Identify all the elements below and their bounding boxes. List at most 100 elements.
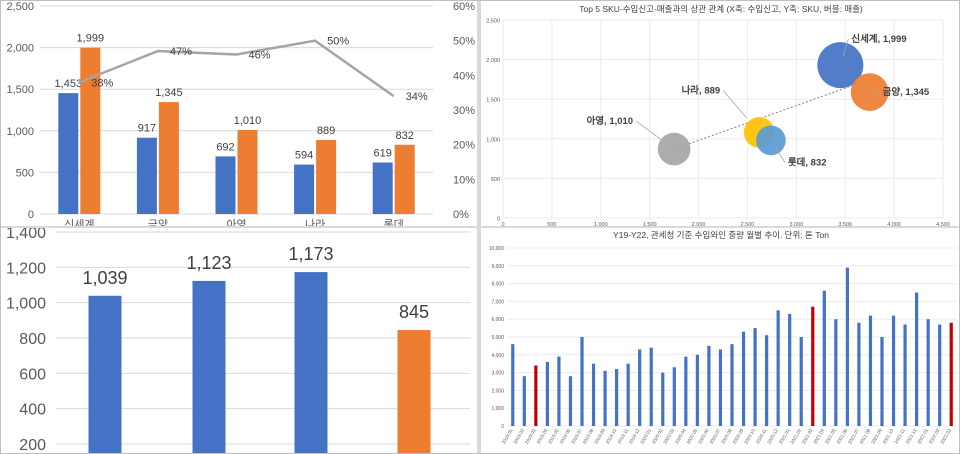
bar-data-label: 1,173: [288, 244, 333, 264]
x-tick-label: 2,000: [692, 222, 706, 226]
bar: [294, 164, 315, 214]
y-tick-label: 800: [19, 331, 46, 348]
y-tick-label: 2,000: [6, 43, 34, 55]
y-tick-label: 500: [16, 167, 34, 179]
bar: [845, 267, 849, 426]
leader-line: [722, 90, 747, 119]
bar: [753, 328, 757, 426]
y2-tick-label: 10%: [453, 174, 475, 186]
y-tick-label: 5,000: [491, 335, 504, 341]
y-tick-label: 600: [19, 366, 46, 383]
bar: [372, 162, 393, 214]
x-tick-label: 0: [501, 222, 504, 226]
line-data-label: 46%: [249, 50, 271, 62]
bar-data-label: 889: [317, 125, 335, 137]
y-tick-label: 1,200: [6, 260, 46, 277]
bar-chart-panel: 200 400 600 800 1,000 1,200 1,400 1,039 1,123 1,1…: [0, 228, 477, 454]
bar-data-label: 1,453: [55, 78, 83, 90]
bar: [136, 137, 157, 214]
y-tick-label: 0: [497, 217, 500, 223]
line-data-label: 34%: [406, 91, 428, 103]
bar: [926, 319, 930, 426]
bubble-data-label: 롯데, 832: [788, 156, 827, 168]
bar: [603, 370, 607, 426]
bar: [568, 376, 573, 426]
bar: [695, 354, 699, 426]
bar: [545, 361, 549, 426]
bar: [811, 306, 815, 426]
bar: [80, 47, 101, 215]
bar: [316, 140, 337, 214]
y-tick-label: 3,000: [491, 371, 504, 377]
line-data-label: 47%: [170, 46, 192, 58]
y-tick-label: 8,000: [491, 282, 504, 288]
bar: [857, 322, 861, 426]
bar: [938, 324, 942, 426]
bubble: [850, 73, 889, 111]
line-data-label: 38%: [91, 77, 113, 89]
large-bar-chart: 200 400 600 800 1,000 1,200 1,400 1,039 1,123 1,1…: [6, 228, 470, 454]
y-tick-label: 1,000: [486, 137, 500, 143]
y-tick-label: 1,500: [6, 84, 34, 96]
y-tick-label: 1,000: [6, 296, 46, 313]
bar: [684, 356, 688, 426]
bar: [58, 93, 79, 214]
bar: [672, 367, 676, 426]
bar-data-label: 832: [396, 130, 414, 142]
sku-bubble-chart: Top 5 SKU-수입신고-매출과의 상관 관계 (X축: 수입신고, Y축:…: [486, 4, 950, 226]
y2-tick-label: 50%: [453, 36, 475, 48]
horizontal-divider: [0, 226, 960, 228]
bar: [799, 337, 803, 426]
trendline: [673, 78, 870, 150]
x-tick-label: 500: [547, 222, 556, 226]
bar: [834, 319, 838, 426]
bar: [765, 335, 769, 426]
bubble-chart-panel: Top 5 SKU-수입신고-매출과의 상관 관계 (X축: 수입신고, Y축:…: [481, 0, 960, 226]
bar: [638, 349, 642, 426]
bar: [949, 322, 953, 426]
bar-data-label: 1,345: [155, 87, 183, 99]
y-tick-label: 400: [19, 402, 46, 419]
x-category-label: 아영: [226, 218, 246, 226]
bar: [615, 369, 619, 426]
y-tick-label: 0: [28, 209, 34, 221]
bar: [649, 347, 653, 426]
y-tick-label: 2,000: [491, 388, 504, 394]
y-tick-label: 0: [501, 424, 504, 430]
x-tick-label: 2,500: [741, 222, 755, 226]
bar: [580, 337, 584, 426]
bar: [741, 331, 746, 426]
bar-data-label: 1,010: [234, 115, 262, 127]
x-category-label: 신세계: [64, 218, 94, 226]
bar: [626, 363, 630, 426]
bar: [158, 102, 179, 214]
bar: [522, 376, 526, 426]
bubble: [817, 42, 864, 89]
bar-data-label: 845: [399, 302, 429, 322]
bubble-data-label: 금양, 1,345: [883, 86, 930, 98]
bar: [591, 363, 596, 426]
sales-ratio-combo-chart: 0 500 1,000 1,500 2,000 2,500 0% 10% 20% 30% 40% 50…: [6, 1, 475, 226]
chart-title: Y19-Y22, 관세청 기준 수입와인 중량 월별 추이. 단위: 톤 Ton: [613, 230, 829, 240]
bar: [237, 129, 258, 214]
y-tick-label: 2,500: [486, 19, 500, 25]
combo-chart-panel: 0 500 1,000 1,500 2,000 2,500 0% 10% 20% 30% 40% 50…: [0, 0, 477, 226]
x-category-label: 금양: [148, 218, 168, 226]
y-tick-label: 1,400: [6, 228, 46, 242]
x-tick-label: 3,000: [789, 222, 803, 226]
x-category-label: 롯데: [384, 218, 404, 226]
x-tick-label: 2022.03: [939, 428, 952, 445]
x-category-label: 나라: [305, 218, 325, 226]
bar: [192, 280, 226, 454]
bar-data-label: 1,999: [77, 33, 105, 45]
bubble: [657, 132, 691, 166]
line-data-label: 50%: [327, 36, 349, 48]
ratio-line: [78, 39, 395, 98]
bar: [88, 295, 122, 454]
bubble-data-label: 아영, 1,010: [587, 115, 634, 127]
bar: [661, 372, 665, 426]
bubble: [756, 125, 786, 156]
y-tick-label: 1,000: [6, 126, 34, 138]
y-tick-label: 4,000: [491, 353, 504, 359]
bar: [891, 315, 896, 426]
